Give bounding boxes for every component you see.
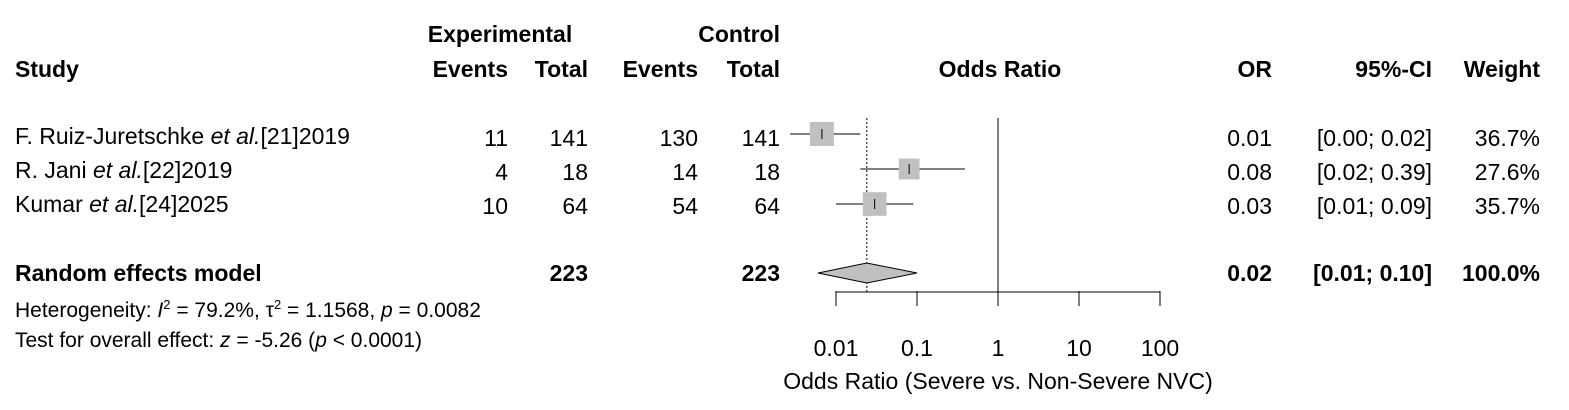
- exp-events: 4: [495, 159, 508, 185]
- or-value: 0.08: [1227, 159, 1272, 185]
- exp-total-header: Total: [534, 56, 588, 82]
- ci-value: [0.00; 0.02]: [1316, 125, 1432, 151]
- exp-events-header: Events: [432, 56, 508, 82]
- pooled-exp-total: 223: [549, 260, 588, 286]
- exp-total: 141: [549, 125, 588, 151]
- experimental-header: Experimental: [427, 21, 573, 47]
- ctrl-events: 54: [672, 193, 698, 219]
- exp-events: 10: [482, 193, 508, 219]
- pooled-weight: 100.0%: [1461, 260, 1540, 286]
- ctrl-events-header: Events: [622, 56, 698, 82]
- pooled-ctrl-total: 223: [741, 260, 780, 286]
- x-tick-label: 10: [1066, 335, 1092, 361]
- control-header: Control: [698, 21, 780, 47]
- exp-events: 11: [484, 125, 508, 151]
- ctrl-total-header: Total: [726, 56, 780, 82]
- or-value: 0.03: [1227, 193, 1272, 219]
- study-name: Kumar et al.[24]2025: [15, 191, 229, 217]
- x-axis-label: Odds Ratio (Severe vs. Non-Severe NVC): [783, 368, 1213, 394]
- ctrl-total: 18: [754, 159, 780, 185]
- ctrl-total: 64: [754, 193, 780, 219]
- weight-value: 35.7%: [1474, 193, 1540, 219]
- x-tick-label: 0.1: [901, 335, 933, 361]
- ctrl-events: 14: [672, 159, 698, 185]
- ctrl-events: 130: [659, 125, 698, 151]
- x-tick-label: 0.01: [814, 335, 859, 361]
- pooled-diamond: [817, 262, 918, 284]
- x-tick-label: 100: [1141, 335, 1179, 361]
- weight-value: 36.7%: [1474, 125, 1540, 151]
- study-name: F. Ruiz-Juretschke et al.[21]2019: [15, 123, 350, 149]
- overall-effect-text: Test for overall effect: z = -5.26 (p < …: [15, 329, 423, 352]
- pooled-or: 0.02: [1227, 260, 1272, 286]
- weight-value: 27.6%: [1474, 159, 1540, 185]
- pooled-ci: [0.01; 0.10]: [1313, 260, 1432, 286]
- ci-value: [0.01; 0.09]: [1316, 193, 1432, 219]
- study-name: R. Jani et al.[22]2019: [15, 157, 233, 183]
- pooled-label: Random effects model: [15, 260, 262, 286]
- weight-header: Weight: [1463, 56, 1540, 82]
- study-header: Study: [15, 56, 79, 82]
- or-value: 0.01: [1227, 125, 1272, 151]
- x-tick-label: 1: [992, 335, 1005, 361]
- ctrl-total: 141: [741, 125, 780, 151]
- odds-ratio-header: Odds Ratio: [938, 56, 1062, 82]
- ci-header: 95%-CI: [1355, 56, 1432, 82]
- heterogeneity-text: Heterogeneity: I2 = 79.2%, τ2 = 1.1568, …: [15, 297, 481, 322]
- ci-value: [0.02; 0.39]: [1316, 159, 1432, 185]
- exp-total: 18: [562, 159, 588, 185]
- or-header: OR: [1237, 56, 1273, 82]
- exp-total: 64: [562, 193, 588, 219]
